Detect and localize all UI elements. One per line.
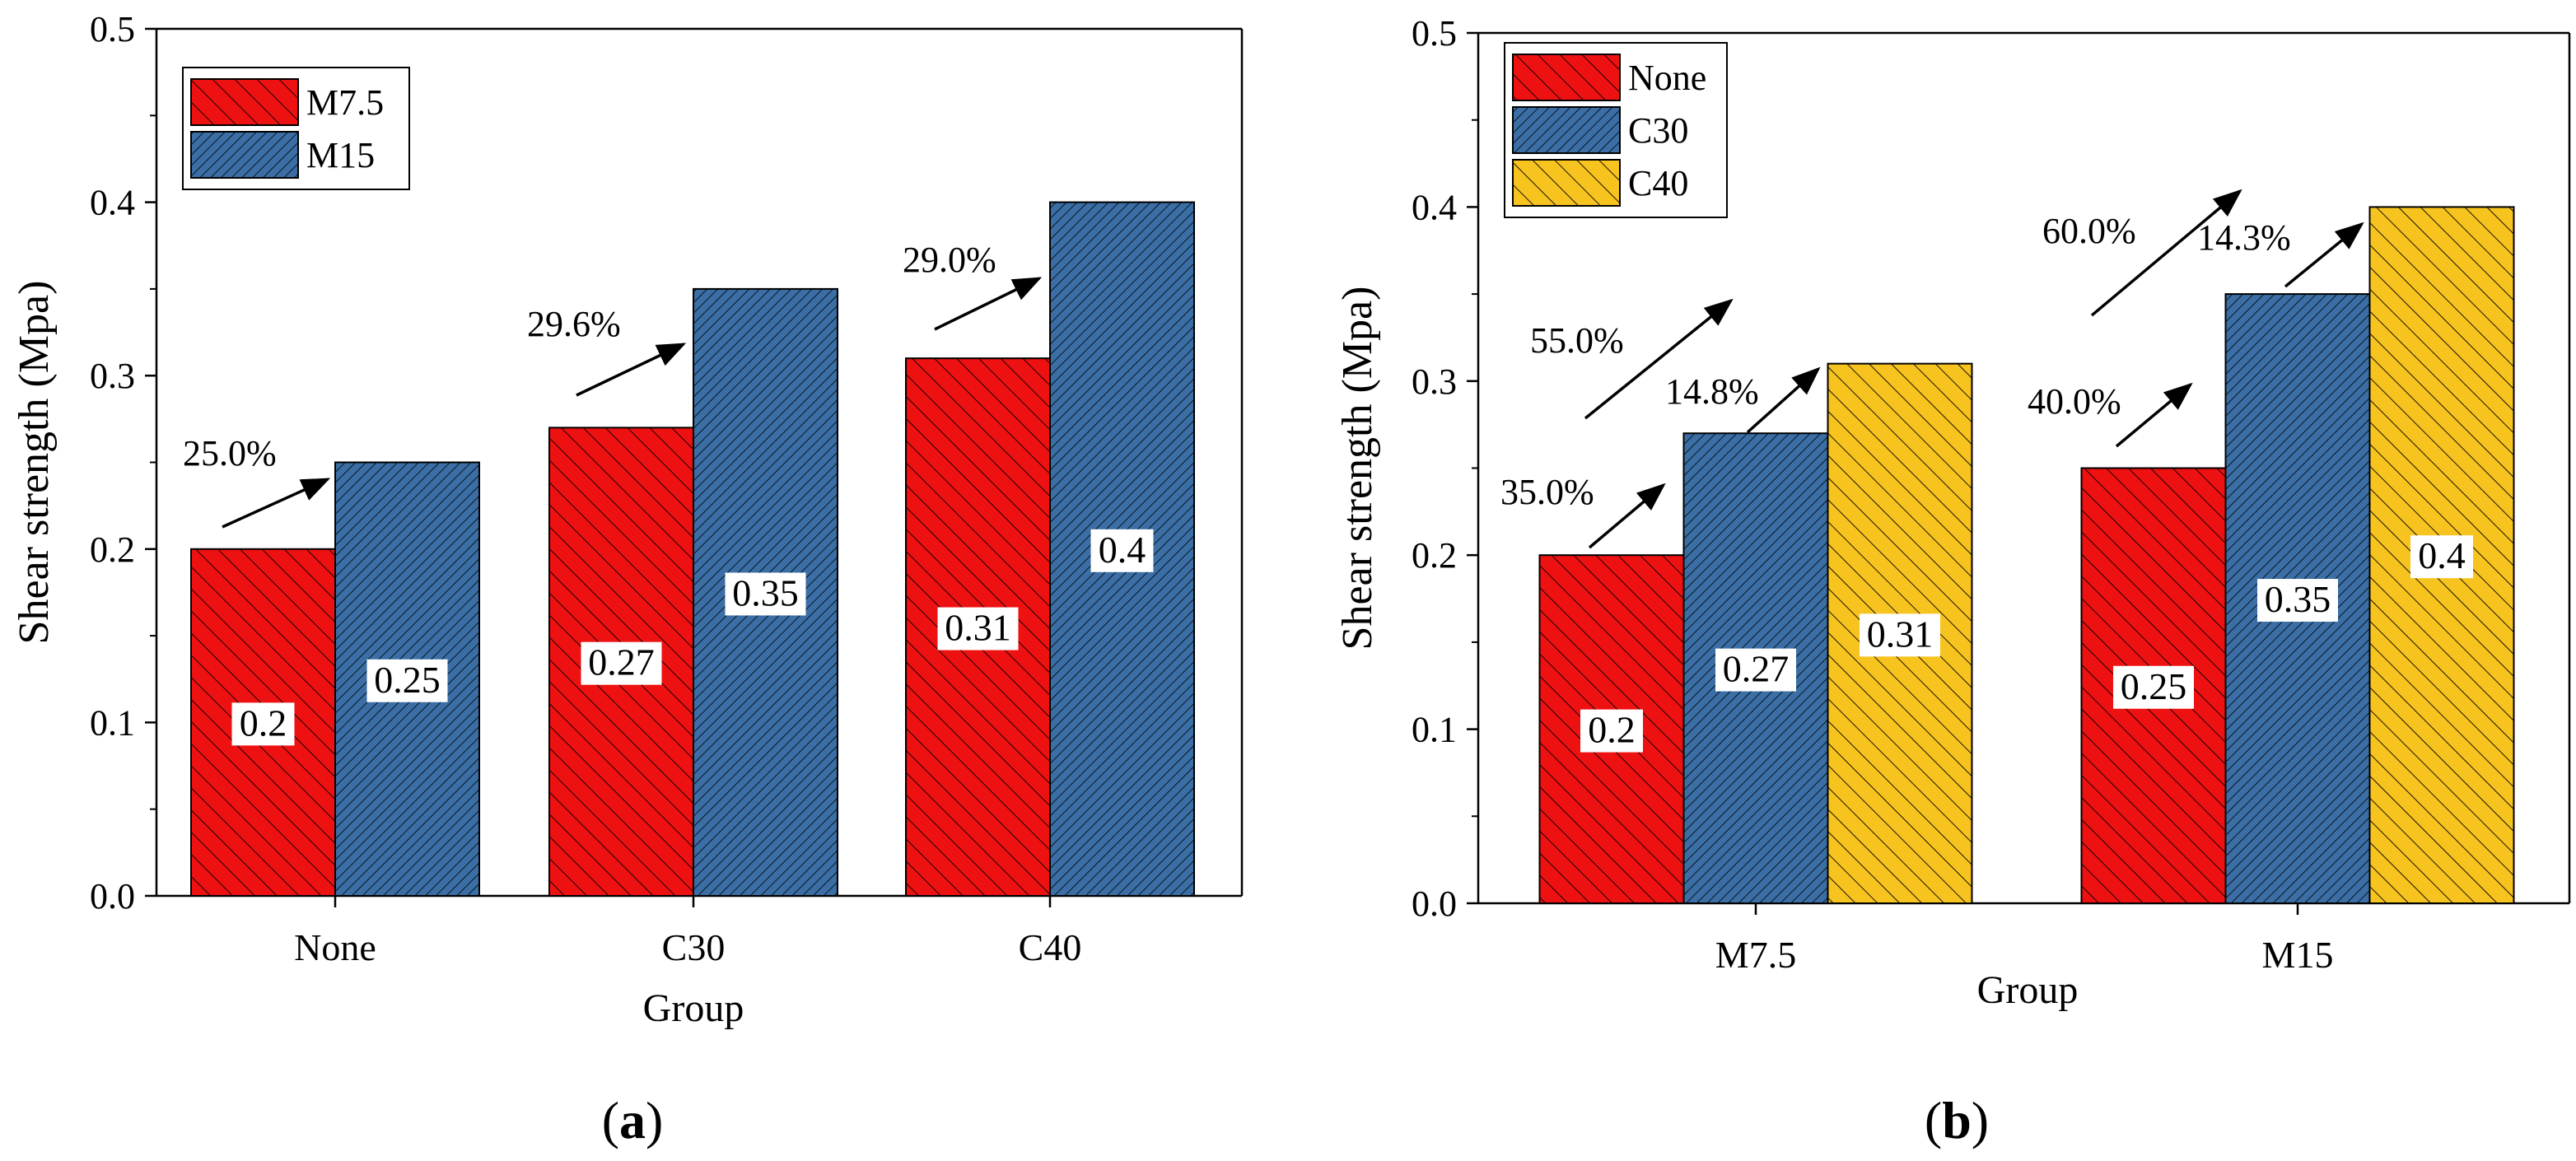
data-label: 0.31 <box>1867 613 1934 655</box>
data-label-box <box>1090 529 1154 572</box>
data-label: 0.2 <box>240 702 287 744</box>
legend-swatch-C30 <box>1512 106 1621 154</box>
data-label: 0.25 <box>2121 665 2187 707</box>
legend-label-M7.5: M7.5 <box>306 82 384 123</box>
data-label-box <box>1580 709 1643 753</box>
annotation-label: 14.3% <box>2197 217 2291 258</box>
annotation-arrow <box>934 277 1043 331</box>
annotation-label: 29.6% <box>527 304 621 344</box>
annotation-arrow <box>2115 382 2193 448</box>
panel-label-a-close: ) <box>646 1091 663 1149</box>
annotation-arrow <box>222 478 331 529</box>
annotation-label: 35.0% <box>1500 472 1594 512</box>
annotation-arrow <box>576 343 687 397</box>
legend-label-C40: C40 <box>1628 163 1688 203</box>
data-label: 0.31 <box>945 607 1011 649</box>
data-label-box <box>937 607 1019 650</box>
annotation-label: 60.0% <box>2042 211 2136 251</box>
x-axis-title: Group <box>1977 968 2079 1012</box>
data-label: 0.4 <box>2418 534 2466 576</box>
annotation-arrow <box>2090 189 2242 317</box>
annotation-arrow <box>1584 298 1734 420</box>
annotation-arrow <box>1588 483 1666 549</box>
chart-panel-b: 0.0 0.1 0.2 0.3 0.4 0.5 Shear strength (Mpa) 0.… <box>1334 13 2571 1012</box>
data-label-box <box>581 641 662 685</box>
x-tick-label: C30 <box>662 926 726 968</box>
y-tick-label: 0.1 <box>90 702 135 743</box>
panel-label-a-letter: a <box>619 1091 646 1149</box>
data-label-box <box>2257 579 2338 622</box>
panel-label-b-open: ( <box>1925 1091 1942 1149</box>
x-tick-label: None <box>294 926 376 968</box>
data-label-box <box>366 659 448 702</box>
data-label: 0.27 <box>588 641 655 683</box>
legend-label-M15: M15 <box>306 135 375 175</box>
y-axis-title: Shear strength (Mpa) <box>11 281 58 645</box>
annotation-arrow <box>1746 366 1821 434</box>
data-label: 0.27 <box>1723 648 1790 690</box>
data-label-box <box>231 702 295 746</box>
annotation-label: 14.8% <box>1665 371 1759 412</box>
y-tick-label: 0.4 <box>90 183 135 223</box>
annotation-label: 40.0% <box>2028 381 2121 422</box>
y-tick-label: 0.3 <box>1412 361 1457 402</box>
chart-panel-a: 0.0 0.1 0.2 0.3 0.4 0.5 Shear strength (Mpa) 0.… <box>11 9 1244 1030</box>
y-tick-label: 0.5 <box>1412 13 1457 54</box>
annotation-label: 25.0% <box>183 433 277 473</box>
legend-swatch-M7.5 <box>190 78 299 126</box>
panel-label-b-close: ) <box>1972 1091 1989 1149</box>
legend-swatch-C40 <box>1512 159 1621 207</box>
y-tick-label: 0.2 <box>1412 535 1457 576</box>
panel-label-b-letter: b <box>1942 1091 1972 1149</box>
y-tick-label: 0.1 <box>1412 710 1457 750</box>
x-axis-title: Group <box>643 986 744 1030</box>
y-tick-label: 0.5 <box>90 9 135 49</box>
panel-label-a: (a) <box>602 1091 664 1149</box>
y-tick-label: 0.4 <box>1412 187 1457 227</box>
y-axis-title: Shear strength (Mpa) <box>1334 287 1381 650</box>
annotation-arrow <box>2284 221 2364 288</box>
data-label: 0.35 <box>2265 578 2331 620</box>
panel-label-a-open: ( <box>602 1091 619 1149</box>
data-label: 0.2 <box>1588 709 1636 751</box>
x-tick-label: C40 <box>1019 926 1082 968</box>
data-label-box <box>2113 665 2194 709</box>
y-tick-label: 0.2 <box>90 529 135 570</box>
panel-label-b: (b) <box>1925 1091 1989 1149</box>
x-tick-label: M7.5 <box>1715 934 1796 976</box>
legend-swatch-None <box>1512 54 1621 101</box>
data-label-box <box>725 572 806 616</box>
data-label-box <box>2410 535 2473 579</box>
y-tick-label: 0.0 <box>90 876 135 916</box>
annotation-label: 55.0% <box>1530 320 1624 361</box>
data-label-box <box>1860 613 1940 657</box>
data-label: 0.25 <box>374 659 441 701</box>
x-tick-label: M15 <box>2262 934 2334 976</box>
legend-swatch-M15 <box>190 131 299 179</box>
annotation-label: 29.0% <box>903 240 996 280</box>
legend-label-None: None <box>1628 58 1706 98</box>
legend-label-C30: C30 <box>1628 110 1688 151</box>
data-label: 0.4 <box>1099 529 1146 571</box>
data-label: 0.35 <box>732 571 799 613</box>
data-label-box <box>1715 648 1796 692</box>
y-tick-label: 0.3 <box>90 356 135 396</box>
y-tick-label: 0.0 <box>1412 884 1457 924</box>
